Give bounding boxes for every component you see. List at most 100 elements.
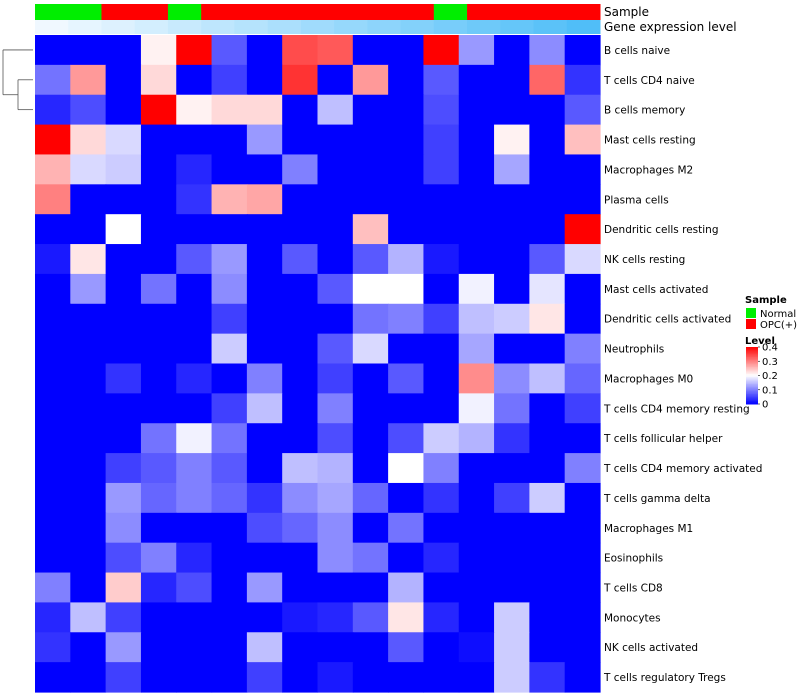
heatmap-cell (458, 244, 495, 275)
heatmap-cell (423, 244, 460, 275)
heatmap-cell (176, 244, 213, 275)
gene-expression-annotation-label: Gene expression level (604, 20, 737, 34)
heatmap-cell (494, 512, 530, 544)
heatmap-cell (352, 632, 389, 663)
sample-annotation-cell (234, 4, 269, 20)
heatmap-cell (317, 602, 354, 633)
heatmap-cell (352, 572, 389, 604)
heatmap-cell (388, 512, 425, 544)
heatmap-cell (494, 632, 530, 663)
row-label: Dendritic cells resting (604, 224, 719, 236)
colorbar-segment (746, 352, 758, 355)
heatmap-cell (176, 602, 213, 633)
sample-annotation-label: Sample (604, 5, 649, 19)
heatmap-cell (564, 273, 601, 305)
heatmap-cell (282, 64, 319, 96)
heatmap-cell (529, 512, 566, 544)
heatmap-cell (564, 124, 601, 156)
heatmap-cell (317, 512, 354, 544)
gene-expression-annotation-cell (234, 20, 269, 34)
colorbar-tick-label: 0.1 (762, 385, 778, 396)
heatmap-cell (282, 542, 319, 574)
heatmap-cell (282, 35, 319, 66)
heatmap-cell (70, 572, 107, 604)
heatmap-cell (140, 273, 177, 305)
heatmap-cell (317, 542, 354, 574)
heatmap-cell (388, 482, 425, 514)
legend-swatch (746, 308, 756, 318)
heatmap-cell (458, 64, 495, 96)
heatmap-cell (211, 482, 248, 514)
heatmap-cell (105, 154, 142, 185)
row-label: Macrophages M0 (604, 373, 693, 385)
heatmap-cell (35, 662, 71, 693)
heatmap-cell (352, 453, 389, 484)
heatmap-cell (70, 542, 107, 574)
sample-annotation-cell (533, 4, 568, 20)
heatmap-cell (423, 184, 460, 215)
gene-expression-annotation-cell (35, 20, 69, 34)
colorbar-segment (746, 382, 758, 385)
heatmap-cell (176, 154, 213, 185)
heatmap-cell (140, 154, 177, 185)
heatmap-cell (529, 244, 566, 275)
heatmap-cell (388, 333, 425, 365)
heatmap-cell (211, 662, 248, 693)
heatmap-cell (246, 273, 283, 305)
heatmap-cell (317, 214, 354, 245)
heatmap-cell (423, 273, 460, 305)
colorbar-segment (746, 372, 758, 375)
heatmap-cell (352, 333, 389, 365)
heatmap-cell (458, 184, 495, 215)
heatmap-cell (70, 273, 107, 305)
heatmap-cell (211, 303, 248, 335)
sample-annotation-cell (35, 4, 69, 20)
heatmap-cell (529, 542, 566, 574)
heatmap-cell (352, 94, 389, 126)
heatmap-cell (140, 632, 177, 663)
colorbar-segment (746, 379, 758, 382)
heatmap-cell (423, 482, 460, 514)
gene-expression-annotation-cell (433, 20, 468, 34)
heatmap-cell (211, 423, 248, 454)
heatmap-cell (458, 423, 495, 454)
heatmap-cell (246, 453, 283, 484)
heatmap-cell (105, 363, 142, 394)
gene-expression-annotation-cell (167, 20, 202, 34)
heatmap-cell (494, 303, 530, 335)
row-label: T cells follicular helper (603, 433, 723, 445)
heatmap-cell (352, 423, 389, 454)
heatmap-cell (317, 632, 354, 663)
colorbar-segment (746, 369, 758, 372)
heatmap-cell (70, 393, 107, 424)
row-label: T cells CD4 memory activated (603, 463, 762, 475)
heatmap-cell (494, 35, 530, 66)
heatmap-cell (211, 632, 248, 663)
heatmap-cell (388, 184, 425, 215)
heatmap-cell (105, 184, 142, 215)
heatmap-cell (564, 333, 601, 365)
heatmap-cell (140, 333, 177, 365)
heatmap-cell (105, 602, 142, 633)
gene-expression-annotation-cell (367, 20, 402, 34)
heatmap-cell (317, 662, 354, 693)
heatmap-cell (211, 94, 248, 126)
heatmap-cell (317, 94, 354, 126)
heatmap-cell (564, 393, 601, 424)
colorbar-segment (746, 347, 758, 349)
heatmap-cell (176, 423, 213, 454)
colorbar-segment (746, 349, 758, 352)
heatmap-cell (352, 512, 389, 544)
heatmap-cell (458, 94, 495, 126)
heatmap-cell (246, 602, 283, 633)
heatmap-cell (564, 453, 601, 484)
legend-swatch (746, 319, 756, 329)
legend-item-label: Normal (760, 309, 796, 320)
heatmap-cell (352, 602, 389, 633)
heatmap-cell (246, 572, 283, 604)
heatmap-cell (35, 333, 71, 365)
heatmap-cell (458, 572, 495, 604)
heatmap-cell (388, 363, 425, 394)
heatmap-cell (176, 184, 213, 215)
